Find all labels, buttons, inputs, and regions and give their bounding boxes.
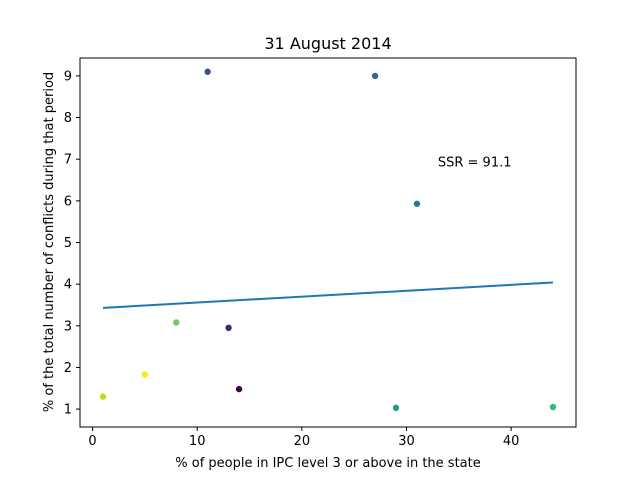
x-axis: 0 10 20 30 40	[88, 427, 519, 449]
plot-area	[99, 68, 557, 412]
y-tick-label: 4	[64, 278, 72, 293]
y-axis: 1 2 3 4 5 6 7 8 9	[64, 69, 80, 418]
regression-line	[102, 281, 554, 309]
y-tick-label: 5	[64, 236, 72, 251]
x-tick-label: 30	[398, 434, 415, 449]
data-point	[235, 385, 243, 393]
data-point	[225, 324, 232, 332]
y-tick-label: 3	[64, 319, 72, 334]
data-point	[204, 68, 211, 75]
y-tick-label: 7	[64, 153, 72, 168]
axes-frame	[79, 57, 577, 428]
x-tick-label: 0	[88, 434, 96, 449]
data-point	[173, 319, 180, 326]
x-tick-label: 10	[189, 434, 206, 449]
y-tick-label: 2	[64, 361, 72, 376]
x-axis-label: % of people in IPC level 3 or above in t…	[175, 456, 480, 471]
data-point	[141, 371, 149, 378]
chart-title: 31 August 2014	[264, 34, 391, 53]
x-tick-label: 20	[294, 434, 311, 449]
data-point	[371, 72, 379, 80]
data-point	[549, 403, 557, 411]
ssr-annotation: SSR = 91.1	[438, 155, 512, 170]
data-point	[392, 404, 400, 412]
x-tick-label: 40	[503, 434, 520, 449]
data-point	[99, 393, 107, 400]
y-tick-label: 8	[64, 111, 72, 126]
data-point	[413, 200, 421, 207]
y-tick-label: 1	[64, 403, 72, 418]
y-tick-label: 6	[64, 194, 72, 209]
y-axis-label: % of the total number of conflicts durin…	[42, 72, 57, 412]
y-tick-label: 9	[64, 69, 72, 84]
